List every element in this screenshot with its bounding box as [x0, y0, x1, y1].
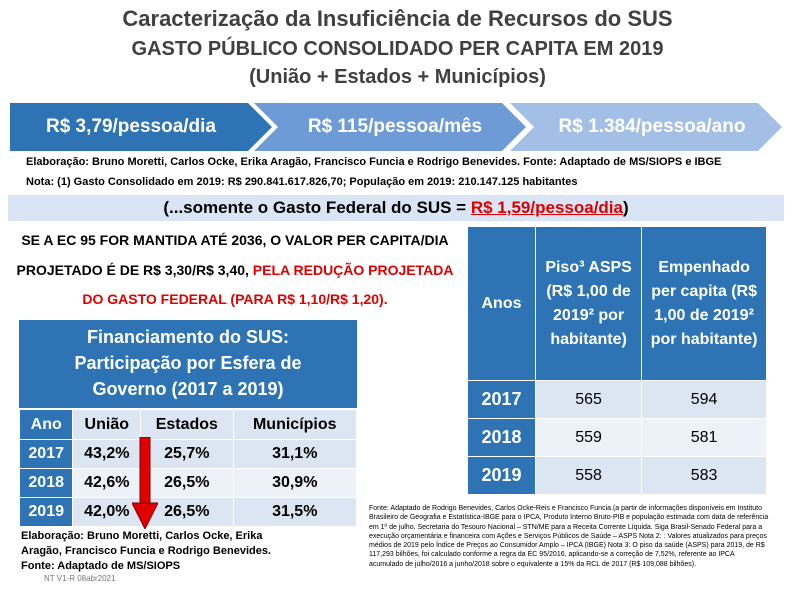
elaboration-note: Elaboração: Bruno Moretti, Carlos Ocke, …: [26, 156, 722, 168]
financing-source-line-1: Elaboração: Bruno Moretti, Carlos Ocke, …: [21, 530, 263, 542]
financing-table: Ano União Estados Municípios 2017 43,2% …: [18, 409, 357, 527]
financing-title-line-2: Participação por Esfera de: [74, 353, 302, 373]
table-row: 2018 42,6% 26,5% 30,9%: [18, 468, 357, 498]
uniao-cell: 42,0%: [72, 497, 142, 527]
financing-table-title: Financiamento do SUS: Participação por E…: [19, 320, 357, 408]
projection-line-2-red: PELA REDUÇÃO PROJETADA: [252, 262, 454, 278]
column-header: Municípios: [232, 409, 357, 440]
municipios-cell: 30,9%: [232, 468, 357, 498]
empenhado-cell: 583: [641, 456, 767, 495]
estados-cell: 26,5%: [140, 497, 234, 527]
page-subtitle: GASTO PÚBLICO CONSOLIDADO PER CAPITA EM …: [131, 38, 664, 60]
federal-suffix: ): [622, 198, 629, 217]
financing-title-line-3: Governo (2017 a 2019): [92, 379, 284, 399]
municipios-cell: 31,1%: [232, 439, 357, 469]
table-row: 2019 42,0% 26,5% 31,5%: [18, 497, 357, 527]
table-header-row: Anos Piso³ ASPS (R$ 1,00 de 2019² por ha…: [467, 226, 767, 381]
footnote: Nota: (1) Gasto Consolidado em 2019: R$ …: [26, 176, 578, 188]
piso-cell: 558: [534, 456, 643, 495]
empenhado-cell: 594: [641, 380, 767, 419]
federal-spending-banner: (...somente o Gasto Federal do SUS = R$ …: [8, 195, 784, 221]
column-header: Empenhado per capita (R$ 1,00 de 2019² p…: [641, 226, 767, 381]
projection-line-3: DO GASTO FEDERAL (PARA R$ 1,10/R$ 1,20).: [6, 291, 464, 307]
arrow-per-month: R$ 115/pessoa/mês: [254, 103, 526, 151]
piso-cell: 559: [534, 418, 643, 457]
column-header: Piso³ ASPS (R$ 1,00 de 2019² por habitan…: [534, 226, 643, 381]
table-header-row: Ano União Estados Municípios: [18, 409, 357, 440]
year-cell: 2017: [18, 439, 74, 469]
column-header: União: [72, 409, 142, 440]
financing-source-line-3: Fonte: Adaptado de MS/SIOPS: [21, 560, 181, 572]
year-cell: 2019: [467, 456, 536, 495]
page-subtitle-2: (União + Estados + Municípios): [249, 66, 546, 88]
uniao-cell: 43,2%: [72, 439, 142, 469]
column-header: Anos: [467, 226, 536, 381]
federal-prefix: (...somente o Gasto Federal do SUS =: [163, 198, 471, 217]
financing-source-line-2: Aragão, Francisco Funcia e Rodrigo Benev…: [21, 545, 272, 557]
table-row: 2019 558 583: [467, 456, 767, 495]
federal-value: R$ 1,59/pessoa/dia: [470, 198, 623, 217]
asps-source: Fonte: Adaptado de Rodrigo Benevides, Ca…: [369, 505, 769, 568]
projection-line-2: PROJETADO É DE R$ 3,30/R$ 3,40, PELA RED…: [6, 262, 464, 278]
version-stamp: NT V1-R 08abr2021: [44, 574, 116, 583]
year-cell: 2018: [18, 468, 74, 498]
down-arrow-icon: [132, 437, 158, 529]
estados-cell: 26,5%: [140, 468, 234, 498]
page-title: Caracterização da Insuficiência de Recur…: [122, 6, 673, 31]
financing-source: Elaboração: Bruno Moretti, Carlos Ocke, …: [21, 529, 311, 574]
uniao-cell: 42,6%: [72, 468, 142, 498]
piso-cell: 565: [534, 380, 643, 419]
municipios-cell: 31,5%: [232, 497, 357, 527]
arrow-per-month-label: R$ 115/pessoa/mês: [307, 116, 483, 137]
empenhado-cell: 581: [641, 418, 767, 457]
table-row: 2017 43,2% 25,7% 31,1%: [18, 439, 357, 469]
arrow-per-year: R$ 1.384/pessoa/ano: [510, 103, 782, 151]
projection-line-2-black: PROJETADO É DE R$ 3,30/R$ 3,40,: [16, 262, 253, 278]
asps-table: Anos Piso³ ASPS (R$ 1,00 de 2019² por ha…: [467, 226, 767, 495]
arrow-per-day-label: R$ 3,79/pessoa/dia: [45, 116, 217, 137]
projection-line-1: SE A EC 95 FOR MANTIDA ATÉ 2036, O VALOR…: [21, 232, 449, 248]
table-row: 2017 565 594: [467, 380, 767, 419]
financing-title-line-1: Financiamento do SUS:: [86, 327, 290, 347]
column-header: Ano: [18, 409, 74, 440]
estados-cell: 25,7%: [140, 439, 234, 469]
projection-line-3-red: DO GASTO FEDERAL (PARA R$ 1,10/R$ 1,20).: [82, 291, 388, 307]
arrow-per-day: R$ 3,79/pessoa/dia: [10, 103, 272, 151]
per-capita-arrows: R$ 3,79/pessoa/dia R$ 115/pessoa/mês R$ …: [10, 103, 782, 151]
column-header: Estados: [140, 409, 234, 440]
year-cell: 2018: [467, 418, 536, 457]
year-cell: 2019: [18, 497, 74, 527]
table-row: 2018 559 581: [467, 418, 767, 457]
year-cell: 2017: [467, 380, 536, 419]
arrow-per-year-label: R$ 1.384/pessoa/ano: [558, 116, 746, 137]
